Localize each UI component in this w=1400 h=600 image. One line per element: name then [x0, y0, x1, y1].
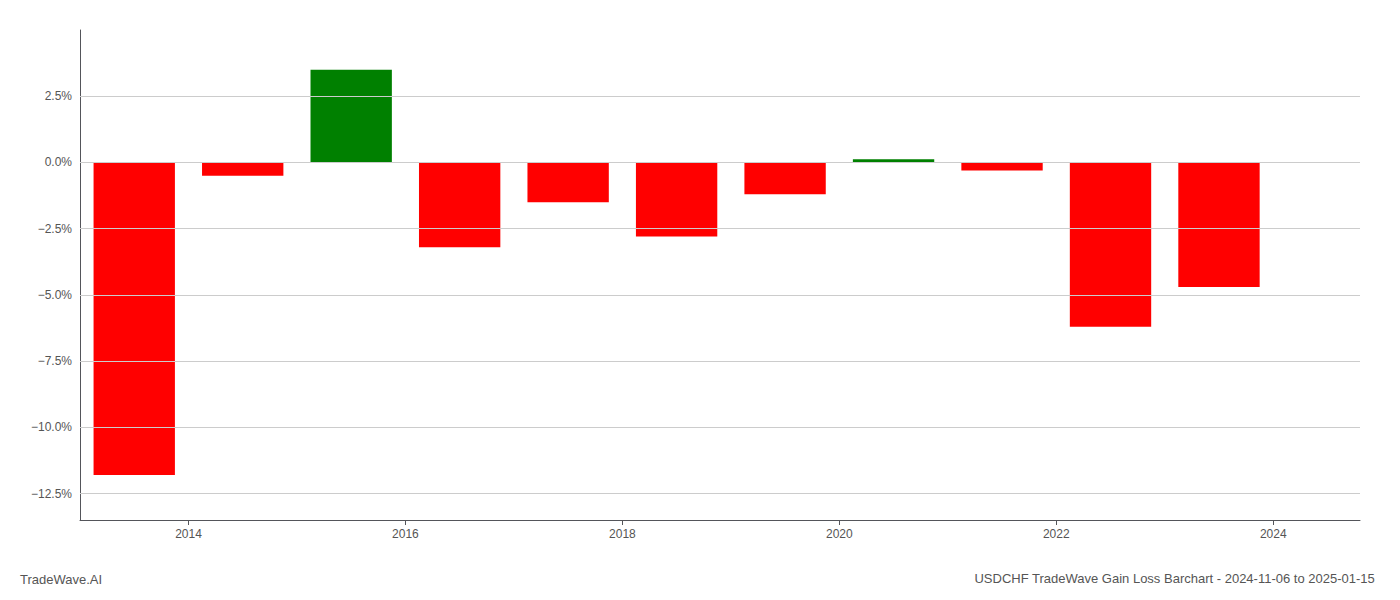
- svg-text:2022: 2022: [1043, 527, 1070, 541]
- svg-text:−10.0%: −10.0%: [31, 420, 72, 434]
- svg-text:2014: 2014: [175, 527, 202, 541]
- svg-text:0.0%: 0.0%: [45, 155, 73, 169]
- svg-text:2024: 2024: [1260, 527, 1287, 541]
- svg-text:−5.0%: −5.0%: [38, 288, 73, 302]
- svg-text:TradeWave.AI: TradeWave.AI: [20, 572, 102, 587]
- svg-text:2018: 2018: [609, 527, 636, 541]
- svg-text:−12.5%: −12.5%: [31, 487, 72, 501]
- svg-text:−7.5%: −7.5%: [38, 354, 73, 368]
- svg-text:2020: 2020: [826, 527, 853, 541]
- svg-text:2.5%: 2.5%: [45, 89, 73, 103]
- svg-text:−2.5%: −2.5%: [38, 222, 73, 236]
- svg-text:USDCHF TradeWave Gain Loss Bar: USDCHF TradeWave Gain Loss Barchart - 20…: [974, 571, 1374, 586]
- svg-text:2016: 2016: [392, 527, 419, 541]
